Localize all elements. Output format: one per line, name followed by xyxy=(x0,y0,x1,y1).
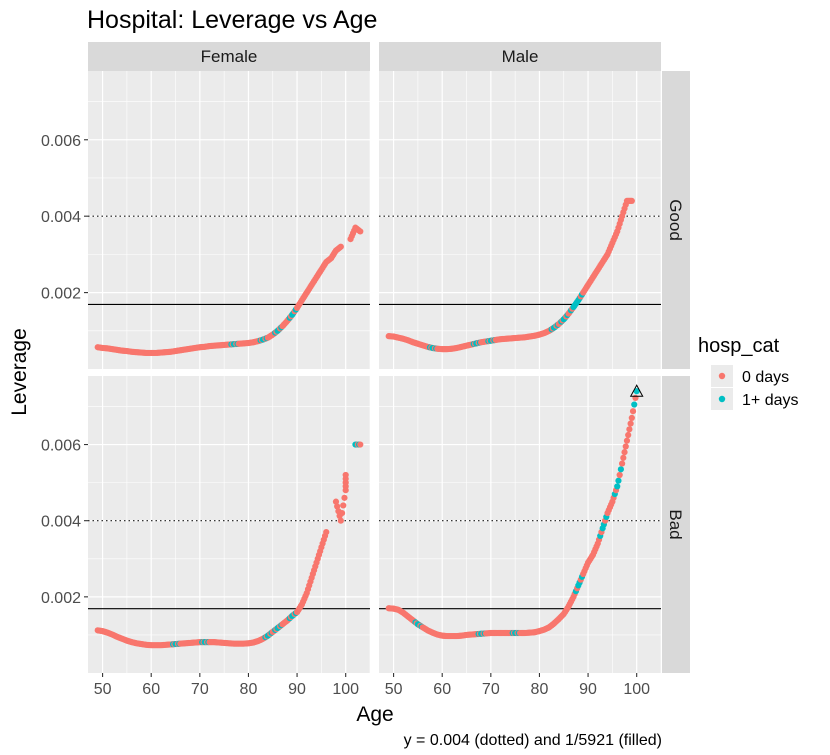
data-point xyxy=(632,394,639,401)
data-point xyxy=(625,431,632,439)
facet-strip-female xyxy=(88,42,370,71)
axes: 0.002 0.004 0.006 0.002 0.004 0.006 50 60 70 80 90… xyxy=(41,133,650,698)
data-point xyxy=(626,426,633,433)
data-point xyxy=(341,494,348,501)
x-tick-label: 80 xyxy=(240,681,258,698)
legend-title: hosp_cat xyxy=(698,335,780,357)
legend-key-1plus-days xyxy=(718,395,726,403)
panel-female-bad xyxy=(88,376,371,673)
y-axis-label: Leverage xyxy=(8,328,31,416)
data-point xyxy=(337,517,344,524)
data-point xyxy=(628,197,635,204)
x-tick-label: 100 xyxy=(332,681,359,698)
facet-strip-label-female: Female xyxy=(201,47,258,66)
data-point xyxy=(357,441,364,448)
data-point xyxy=(337,243,344,250)
data-point xyxy=(629,408,637,415)
facet-strip-label-bad: Bad xyxy=(666,509,685,539)
facet-strip-good xyxy=(662,71,690,369)
legend: hosp_cat 0 days 1+ days xyxy=(698,335,798,410)
y-tick-label: 0.004 xyxy=(41,209,81,226)
facet-panels: Female Male Good Bad xyxy=(88,42,690,673)
data-point xyxy=(334,503,341,510)
facet-strip-label-male: Male xyxy=(502,47,539,66)
data-point xyxy=(616,471,623,479)
data-point xyxy=(631,401,638,408)
legend-label-1plus-days: 1+ days xyxy=(742,392,798,409)
panel-background xyxy=(379,376,661,673)
facet-strip-male xyxy=(379,42,661,71)
highlight-triangle-marker xyxy=(629,384,644,397)
y-tick-label: 0.002 xyxy=(41,286,81,303)
panel-background xyxy=(88,376,370,673)
panel-male-bad xyxy=(379,376,662,673)
y-tick-label: 0.004 xyxy=(41,514,81,531)
chart-caption: y = 0.004 (dotted) and 1/5921 (filled) xyxy=(404,732,662,749)
data-point xyxy=(619,460,626,467)
panel-background xyxy=(379,71,661,369)
x-tick-label: 80 xyxy=(531,681,549,698)
panel-male-good xyxy=(379,71,662,369)
data-point xyxy=(620,454,627,461)
x-tick-label: 70 xyxy=(482,681,500,698)
x-tick-label: 70 xyxy=(191,681,209,698)
x-tick-label: 100 xyxy=(623,681,650,698)
y-tick-label: 0.002 xyxy=(41,590,81,607)
chart-title: Hospital: Leverage vs Age xyxy=(87,6,377,34)
data-point xyxy=(340,502,347,509)
panel-background xyxy=(88,71,370,369)
panel-female-good xyxy=(88,71,371,369)
legend-label-0-days: 0 days xyxy=(742,369,789,386)
facet-strip-bad xyxy=(662,376,690,673)
x-tick-label: 90 xyxy=(579,681,597,698)
x-tick-label: 50 xyxy=(94,681,112,698)
legend-key-0-days xyxy=(718,372,726,380)
x-tick-label: 60 xyxy=(433,681,451,698)
data-point xyxy=(627,420,634,427)
data-point xyxy=(614,483,621,490)
y-tick-label: 0.006 xyxy=(41,133,81,150)
y-tick-label: 0.006 xyxy=(41,438,81,455)
x-tick-label: 50 xyxy=(385,681,403,698)
data-point xyxy=(621,449,628,456)
data-point xyxy=(332,498,340,505)
data-point xyxy=(628,414,635,421)
data-point xyxy=(323,529,330,536)
data-point xyxy=(623,437,631,444)
data-point xyxy=(622,443,629,450)
x-axis-label: Age xyxy=(356,703,393,726)
facet-strip-label-good: Good xyxy=(666,199,685,241)
x-tick-label: 90 xyxy=(288,681,306,698)
data-point xyxy=(617,466,624,473)
data-point xyxy=(338,509,346,517)
data-point xyxy=(342,471,349,479)
data-point xyxy=(633,388,640,395)
x-tick-label: 60 xyxy=(142,681,160,698)
data-point xyxy=(615,477,622,484)
data-point xyxy=(357,228,364,235)
